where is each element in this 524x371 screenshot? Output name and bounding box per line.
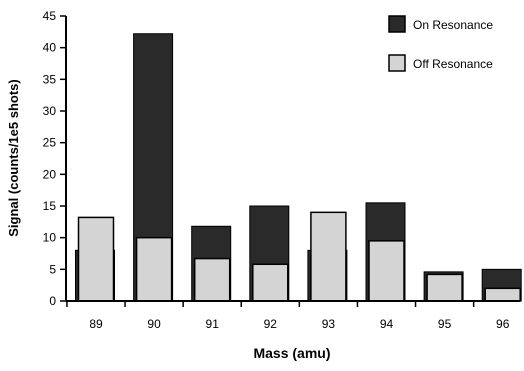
bar-off-resonance bbox=[252, 263, 289, 302]
y-tick-label: 0 bbox=[49, 294, 56, 308]
x-tick-label: 90 bbox=[147, 317, 161, 331]
y-tick-label: 15 bbox=[43, 199, 57, 213]
x-tick-label: 96 bbox=[496, 317, 510, 331]
legend: On Resonance Off Resonance bbox=[388, 15, 493, 72]
legend-swatch-off-resonance bbox=[388, 54, 406, 72]
x-tick-label: 91 bbox=[206, 317, 220, 331]
y-ticks: 0 5 10 15 20 25 30 35 40 45 bbox=[43, 9, 66, 308]
bar-off-resonance bbox=[193, 257, 231, 302]
bar-off-resonance bbox=[77, 216, 115, 302]
y-tick-label: 25 bbox=[43, 136, 57, 150]
x-tick-label: 94 bbox=[380, 317, 394, 331]
bars-layer bbox=[75, 33, 522, 302]
legend-swatch-on-resonance bbox=[388, 15, 406, 33]
x-axis-label: Mass (amu) bbox=[253, 345, 330, 361]
y-axis-label: Signal (counts/1e5 shots) bbox=[6, 79, 21, 236]
x-tick-label: 92 bbox=[264, 317, 278, 331]
legend-label-off-resonance: Off Resonance bbox=[413, 57, 493, 71]
x-tick-label: 89 bbox=[89, 317, 103, 331]
y-tick-label: 5 bbox=[49, 262, 56, 276]
bar-off-resonance bbox=[426, 273, 463, 302]
bar-off-resonance bbox=[135, 236, 173, 302]
y-tick-label: 10 bbox=[43, 231, 57, 245]
x-tick-label: 93 bbox=[322, 317, 336, 331]
legend-label-on-resonance: On Resonance bbox=[413, 18, 493, 32]
y-tick-label: 35 bbox=[43, 72, 57, 86]
bar-off-resonance bbox=[368, 240, 405, 302]
y-tick-label: 30 bbox=[43, 104, 57, 118]
bar-off-resonance bbox=[310, 211, 347, 302]
y-tick-label: 20 bbox=[43, 167, 57, 181]
y-tick-label: 45 bbox=[43, 9, 57, 23]
y-tick-label: 40 bbox=[43, 41, 57, 55]
x-tick-label: 95 bbox=[438, 317, 452, 331]
x-ticks: 89 90 91 92 93 94 95 96 bbox=[66, 301, 510, 331]
bar-off-resonance bbox=[484, 287, 521, 302]
